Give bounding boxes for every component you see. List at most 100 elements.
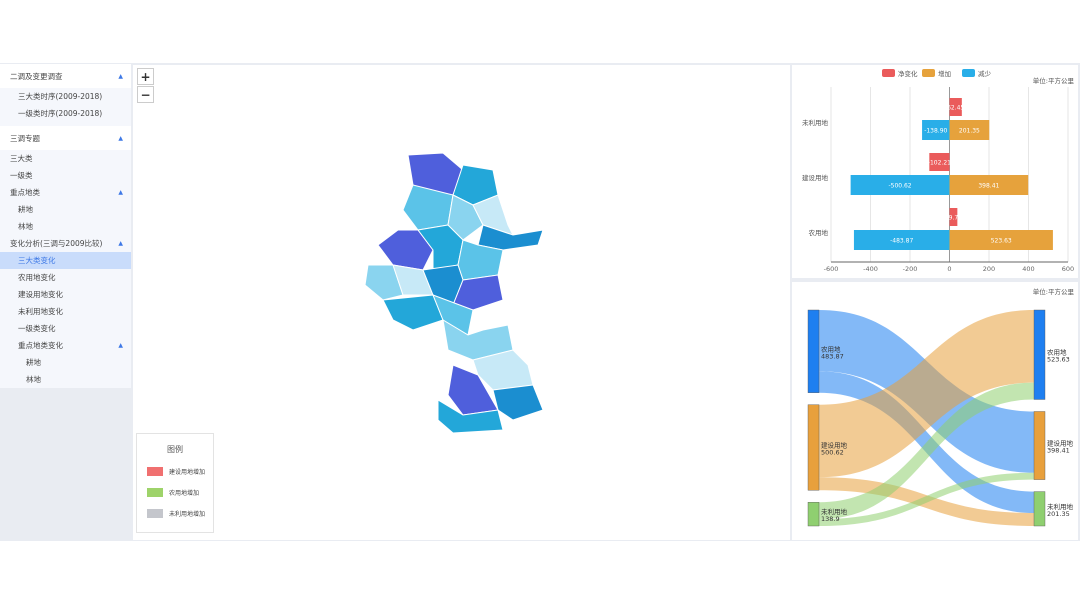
district-region[interactable] xyxy=(442,319,514,361)
sidebar-item-label: 变化分析(三调与2009比较) xyxy=(10,239,103,248)
bar[interactable] xyxy=(853,230,950,250)
sidebar-item[interactable]: 一级类变化 xyxy=(0,320,131,337)
district-region[interactable] xyxy=(477,224,544,251)
sidebar: 二调及变更调查 ▲ 三大类时序(2009-2018) 一级类时序(2009-2018)… xyxy=(0,64,131,388)
district-region[interactable] xyxy=(452,274,504,311)
sidebar-group[interactable]: 二调及变更调查 ▲ xyxy=(0,64,131,88)
sidebar-item[interactable]: 三大类变化 xyxy=(0,252,131,269)
sankey-node-label: 农用地 xyxy=(1047,348,1067,357)
unit-label: 单位:平方公里 xyxy=(1033,76,1075,85)
bar[interactable] xyxy=(949,98,962,116)
legend-title: 图例 xyxy=(167,445,183,454)
caret-up-icon: ▲ xyxy=(118,342,123,349)
sidebar-item[interactable]: 林地 xyxy=(0,218,131,235)
district-region[interactable] xyxy=(437,399,504,434)
y-category-label: 农用地 xyxy=(809,228,829,237)
district-region[interactable] xyxy=(492,384,544,421)
legend-swatch xyxy=(147,467,163,476)
caret-up-icon: ▲ xyxy=(118,189,123,196)
sidebar-item[interactable]: 重点地类 ▲ xyxy=(0,184,131,201)
sankey-node[interactable] xyxy=(1033,491,1046,527)
legend-label[interactable]: 增加 xyxy=(938,69,951,78)
bar-value-label: 398.41 xyxy=(978,183,999,190)
map-panel[interactable]: + − 图例 建设用地增加 农用地增加未利用地增加 xyxy=(133,65,790,540)
bar-value-label: 523.63 xyxy=(991,238,1012,245)
sidebar-item-label: 建设用地变化 xyxy=(18,290,63,299)
sidebar-item[interactable]: 重点地类变化 ▲ xyxy=(0,337,131,354)
sankey-node[interactable] xyxy=(1033,309,1046,400)
bar-value-label: -500.62 xyxy=(888,183,911,190)
sidebar-item[interactable]: 三大类 xyxy=(0,150,131,167)
sankey-node[interactable] xyxy=(1033,411,1046,480)
bar-value-label: -483.87 xyxy=(890,238,913,245)
bar[interactable] xyxy=(949,120,990,140)
sankey-node-value: 201.35 xyxy=(1047,510,1070,518)
sidebar-item-label: 耕地 xyxy=(18,205,33,214)
bar[interactable] xyxy=(949,230,1053,250)
sidebar-item[interactable]: 一级类 xyxy=(0,167,131,184)
sidebar-item-label: 重点地类变化 xyxy=(18,341,63,350)
sankey-node[interactable] xyxy=(807,502,820,527)
sidebar-item[interactable]: 变化分析(三调与2009比较) ▲ xyxy=(0,235,131,252)
sidebar-group[interactable]: 三调专题 ▲ xyxy=(0,126,131,150)
legend-label: 未利用地增加 xyxy=(169,511,206,518)
district-region[interactable] xyxy=(364,264,404,301)
bar[interactable] xyxy=(949,175,1029,195)
x-tick-label: 400 xyxy=(1022,265,1034,273)
sidebar-item[interactable]: 未利用地变化 xyxy=(0,303,131,320)
legend-swatch xyxy=(147,488,163,497)
bar[interactable] xyxy=(850,175,950,195)
sidebar-item[interactable]: 三大类时序(2009-2018) xyxy=(0,88,131,105)
legend-label[interactable]: 减少 xyxy=(978,69,992,78)
bar-chart-panel: -600 -400 -200 0 200 400 600 单位:平方公里 净变化 增加 减少 未利用地… xyxy=(792,65,1078,278)
sidebar-item-label: 林地 xyxy=(26,375,41,384)
sankey-node-label: 建设用地 xyxy=(821,440,848,449)
sankey-node[interactable] xyxy=(807,309,820,393)
legend-label[interactable]: 净变化 xyxy=(898,69,918,78)
zoom-out-button[interactable]: − xyxy=(137,86,154,103)
sidebar-item-label: 一级类 xyxy=(10,171,33,180)
sidebar-item-label: 农用地变化 xyxy=(18,273,56,282)
x-tick-label: 200 xyxy=(983,265,995,273)
sankey-node-value: 138.9 xyxy=(821,515,840,523)
sankey-link[interactable] xyxy=(819,371,1034,514)
sankey-node-value: 523.63 xyxy=(1047,356,1070,364)
x-tick-label: 0 xyxy=(947,265,951,273)
sankey-link[interactable] xyxy=(819,310,1034,478)
legend-label: 建设用地增加 xyxy=(169,469,206,476)
sidebar-item-label: 重点地类 xyxy=(10,188,40,197)
bar[interactable] xyxy=(949,208,958,226)
sidebar-item[interactable]: 耕地 xyxy=(0,354,131,371)
y-category-label: 建设用地 xyxy=(802,173,829,182)
bar[interactable] xyxy=(929,153,950,171)
legend-label: 农用地增加 xyxy=(169,490,200,497)
district-region[interactable] xyxy=(382,294,444,331)
sankey-node-value: 398.41 xyxy=(1047,447,1070,455)
sankey-node-label: 未利用地 xyxy=(1047,502,1074,511)
sidebar-item[interactable]: 林地 xyxy=(0,371,131,388)
sankey-node[interactable] xyxy=(807,404,820,491)
sidebar-item[interactable]: 农用地变化 xyxy=(0,269,131,286)
sidebar-item-label: 一级类时序(2009-2018) xyxy=(18,109,103,118)
zoom-in-button[interactable]: + xyxy=(137,68,154,85)
x-tick-label: -600 xyxy=(824,265,839,273)
sidebar-item[interactable]: 建设用地变化 xyxy=(0,286,131,303)
legend-swatch[interactable] xyxy=(882,69,895,77)
bar[interactable] xyxy=(922,120,950,140)
sankey-panel: 单位:平方公里 农用地 483.87 建设用地 500.62 未利用地 138.9 农用地 52… xyxy=(792,282,1078,540)
bar-value-label: 62.45 xyxy=(947,105,964,112)
sankey-link[interactable] xyxy=(819,382,1034,520)
region-map[interactable] xyxy=(133,65,790,540)
x-tick-label: -200 xyxy=(903,265,918,273)
sidebar-item-label: 三大类变化 xyxy=(18,256,56,265)
district-region[interactable] xyxy=(447,194,484,241)
legend-swatch[interactable] xyxy=(922,69,935,77)
sidebar-item[interactable]: 耕地 xyxy=(0,201,131,218)
sankey-link[interactable] xyxy=(819,472,1034,526)
sidebar-item-label: 未利用地变化 xyxy=(18,307,63,316)
sankey-node-value: 500.62 xyxy=(821,448,844,456)
legend-swatch[interactable] xyxy=(962,69,975,77)
caret-up-icon: ▲ xyxy=(118,72,123,80)
sidebar-item[interactable]: 一级类时序(2009-2018) xyxy=(0,105,131,122)
sidebar-item-label: 林地 xyxy=(18,222,33,231)
